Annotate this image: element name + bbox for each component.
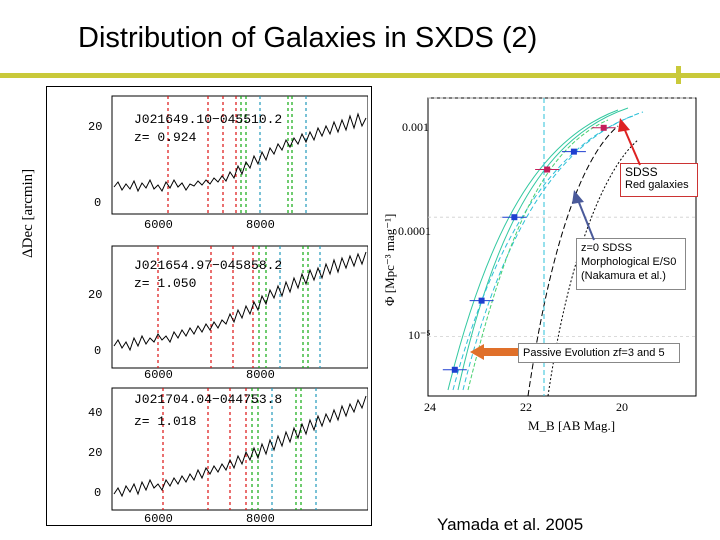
credit: Yamada et al. 2005 (437, 515, 584, 534)
ytick-1a: 20 (88, 120, 103, 134)
ytick-3c: 0 (94, 486, 102, 500)
lf-model-curve-2 (457, 107, 629, 391)
lf-point-4 (544, 166, 551, 173)
lf-xtick-2: 22 (520, 400, 532, 414)
title-rule-mark (676, 66, 681, 84)
xtick-2a: 6000 (144, 368, 173, 382)
morph-line-1: z=0 SDSS (581, 242, 633, 254)
sdss-red-callout: SDSS Red galaxies (620, 163, 698, 197)
sdss-title: SDSS (625, 165, 658, 179)
morph-arrow (577, 199, 595, 241)
spectrum-id-2: J021654.97−045858.2 (134, 258, 283, 273)
spectrum-z-3: z= 1.018 (134, 414, 197, 429)
morph-line-2: Morphological E/S0 (581, 256, 677, 268)
passive-callout: Passive Evolution zf=3 and 5 (518, 343, 680, 363)
lf-ytick-1: 0.001 (402, 120, 429, 134)
xtick-1b: 8000 (246, 218, 275, 232)
passive-arrow (470, 344, 518, 360)
ytick-2b: 0 (94, 344, 102, 358)
lf-xlabel: M_B [AB Mag.] (528, 418, 616, 433)
ytick-3a: 40 (88, 406, 103, 420)
lf-point-5 (570, 148, 577, 155)
xtick-1a: 6000 (144, 218, 173, 232)
spectrum-z-1: z= 0.924 (134, 130, 197, 145)
spectra-panel (46, 86, 372, 526)
lf-ytick-3: 10⁻⁵ (408, 328, 431, 342)
morph-callout: z=0 SDSS Morphological E/S0 (Nakamura et… (576, 238, 686, 290)
lf-point-6 (600, 124, 607, 131)
passive-text: Passive Evolution zf=3 and 5 (523, 347, 665, 359)
lf-sdss-curve-1 (527, 125, 619, 397)
sdss-subtitle: Red galaxies (625, 179, 689, 191)
spectrum-z-2: z= 1.050 (134, 276, 197, 291)
lf-model-curve-5 (467, 119, 609, 391)
xtick-2b: 8000 (246, 368, 275, 382)
ytick-1b: 0 (94, 196, 102, 210)
spectrum-plot-3 (111, 387, 369, 511)
lf-model-curve-1 (447, 109, 619, 391)
xtick-3a: 6000 (144, 512, 173, 526)
ytick-2a: 20 (88, 288, 103, 302)
lf-model-curve-4 (462, 111, 644, 391)
title-rule (0, 73, 720, 78)
spectrum-trace-1 (113, 112, 367, 193)
morph-line-3: (Nakamura et al.) (581, 270, 666, 282)
slide-title: Distribution of Galaxies in SXDS (2) (78, 22, 538, 54)
spectrum-panel-3: J021704.04−044753.8 z= 1.018 40 20 0 600… (48, 384, 369, 526)
lf-point-2 (478, 297, 485, 304)
spectrum-panel-1: J021649.10−045510.2 z= 0.924 20 0 6000 8… (48, 92, 369, 232)
luminosity-function-plot: 0.001 0.0001 10⁻⁵ 24 22 20 M_B [AB Mag.]… (378, 90, 708, 433)
ytick-3b: 20 (88, 446, 103, 460)
lf-point-1 (451, 366, 458, 373)
sdss-arrow (623, 127, 641, 166)
spectrum-trace-3 (113, 395, 367, 498)
lf-sdss-curve-2 (547, 139, 639, 397)
lf-chart (427, 97, 697, 397)
spectrum-trace-2 (113, 251, 367, 352)
lf-point-3 (511, 214, 518, 221)
lf-xtick-3: 20 (616, 400, 628, 414)
lf-xtick-1: 24 (424, 400, 436, 414)
xtick-3b: 8000 (246, 512, 275, 526)
spectrum-id-3: J021704.04−044753.8 (134, 392, 283, 407)
spectrum-id-1: J021649.10−045510.2 (134, 112, 283, 127)
lf-ytick-2: 0.0001 (398, 224, 431, 238)
